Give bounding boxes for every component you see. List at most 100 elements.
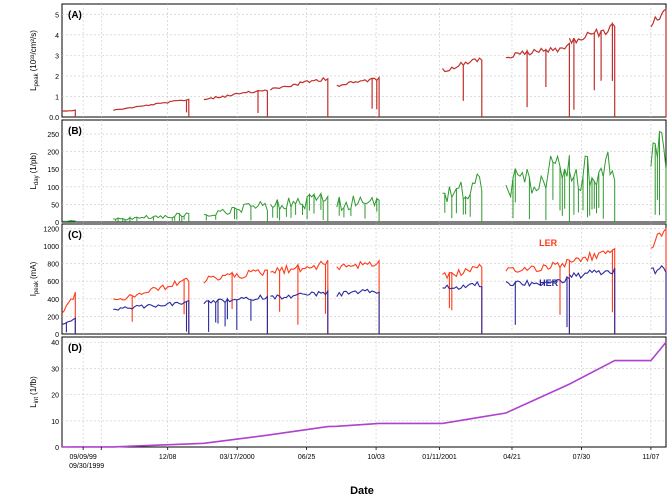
panel-label: (A) — [68, 10, 82, 21]
trace-segment-3 — [270, 191, 329, 222]
trace-segment-5 — [442, 173, 483, 222]
y-tick-label: 1000 — [43, 244, 59, 251]
trace-segment-6 — [505, 154, 570, 222]
x-tick-label: 03/17/2000 — [220, 454, 255, 461]
x-tick-label: 07/30 — [573, 454, 591, 461]
series-label-ler: LER — [539, 238, 558, 248]
trace-segment-8 — [650, 130, 667, 222]
y-tick-label: 0 — [55, 332, 59, 339]
y-tick-label: 200 — [47, 150, 59, 157]
trace-segment-5 — [442, 57, 483, 117]
chart-panel-b: 0 50 100 150 200 250 (B) Lday (1/pb) — [29, 119, 667, 227]
x-tick-label: 11/07 — [642, 454, 659, 461]
series-ler-segment-8 — [650, 227, 667, 334]
y-axis-label-main: L — [29, 86, 38, 91]
trace-segment-7 — [568, 22, 616, 117]
y-tick-label: 100 — [47, 185, 59, 192]
series-label-her: HER — [539, 278, 559, 288]
chart-panel-a: 0.0 1 2 3 4 5 (A) Lpeak(10³³/cm²/s) — [29, 3, 667, 122]
trace-segment-3 — [269, 76, 329, 117]
trace-segment-0 — [61, 219, 76, 222]
x-tick-label: 06/25 — [298, 454, 316, 461]
chart-panel-d: 0 10 20 30 40 (D) Lint (1/fb) — [29, 336, 667, 452]
y-tick-label: 0 — [55, 220, 59, 227]
series-her-segment-0 — [61, 317, 76, 334]
y-tick-label: 200 — [47, 314, 59, 321]
y-axis-label-unit: (1/fb) — [29, 376, 38, 395]
y-axis-label: Lday (1/pb) — [29, 152, 40, 189]
panel-label: (D) — [68, 343, 82, 354]
y-axis-label-main: I — [29, 294, 38, 296]
plot-frame — [61, 223, 667, 335]
x-axis-label: Date — [350, 485, 374, 497]
series-ler-segment-0 — [61, 291, 76, 334]
series-her-segment-2 — [203, 294, 268, 334]
trace-segment-4 — [336, 75, 380, 117]
y-axis-label-sub: day — [34, 175, 40, 185]
y-axis-label: Ipeak(mA) — [29, 261, 40, 296]
panel-label: (C) — [68, 230, 82, 241]
x-tick-label: 10/03 — [367, 454, 385, 461]
y-tick-label: 0 — [55, 445, 59, 452]
series-ler-segment-3 — [270, 259, 329, 334]
y-axis-label: Lint (1/fb) — [29, 376, 40, 408]
trace-segment-4 — [336, 195, 380, 222]
y-axis-label-unit: (10³³/cm²/s) — [29, 30, 38, 72]
x-tick-label: 04/21 — [503, 454, 521, 461]
y-tick-label: 3 — [55, 53, 59, 60]
series-ler-segment-6 — [505, 258, 570, 334]
panel-label: (B) — [68, 126, 82, 137]
trace-segment-2 — [203, 200, 268, 222]
trace-segment-1 — [113, 212, 190, 222]
y-axis-label-sub: peak — [34, 280, 40, 294]
series-ler-segment-5 — [442, 263, 483, 334]
trace-segment-1 — [113, 98, 190, 117]
y-axis-label-sub: peak — [34, 72, 40, 86]
series-her-segment-6 — [505, 275, 570, 334]
y-tick-label: 600 — [47, 279, 59, 286]
series-ler-segment-4 — [336, 258, 380, 334]
plot-frame — [61, 3, 667, 118]
y-tick-label: 400 — [47, 297, 59, 304]
trace-segment-6 — [505, 42, 570, 117]
trace-segment-7 — [568, 151, 616, 222]
trace-segment-2 — [203, 89, 268, 117]
y-tick-label: 5 — [55, 12, 59, 19]
integrated-luminosity-line — [61, 341, 667, 448]
y-tick-label: 250 — [47, 132, 59, 139]
y-tick-label: 2 — [55, 74, 59, 81]
y-tick-label: 30 — [51, 366, 59, 373]
series-ler-segment-7 — [569, 247, 616, 334]
x-tick-label: 09/09/99 — [70, 454, 97, 461]
x-tick-label: 01/11/2001 — [422, 454, 457, 461]
y-axis-label-main: L — [29, 403, 38, 408]
y-tick-label: 800 — [47, 262, 59, 269]
y-tick-label: 150 — [47, 167, 59, 174]
y-tick-label: 1 — [55, 94, 59, 101]
y-axis-label: Lpeak(10³³/cm²/s) — [29, 30, 40, 91]
x-tick-label: 12/08 — [159, 454, 177, 461]
y-tick-label: 0.0 — [49, 115, 59, 122]
series-her-segment-1 — [113, 299, 190, 334]
y-axis-label-main: L — [29, 185, 38, 190]
trace-segment-8 — [650, 8, 667, 117]
y-tick-label: 10 — [51, 419, 59, 426]
series-her-segment-8 — [650, 265, 667, 334]
y-tick-label: 4 — [55, 33, 59, 40]
x-tick-label: 09/30/1999 — [69, 463, 104, 470]
y-axis-label-sub: int — [34, 397, 40, 404]
shared-date-axis: 09/09/99 09/30/1999 12/08 03/17/2000 06/25 10… — [69, 447, 660, 470]
plot-frame — [61, 336, 667, 448]
series-her-segment-7 — [568, 267, 616, 334]
series-her-segment-3 — [270, 289, 329, 334]
y-axis-label-unit: (mA) — [29, 261, 38, 279]
series-ler-segment-2 — [203, 268, 268, 334]
series-ler-segment-1 — [113, 277, 190, 334]
series-her-segment-5 — [442, 280, 483, 334]
plot-frame — [61, 119, 667, 223]
y-axis-label-unit: (1/pb) — [29, 152, 38, 173]
series-her-segment-4 — [336, 288, 380, 334]
chart-panel-c: 0 200 400 600 800 1000 1200 (C) Ipeak(mA) LER HER — [29, 223, 667, 339]
